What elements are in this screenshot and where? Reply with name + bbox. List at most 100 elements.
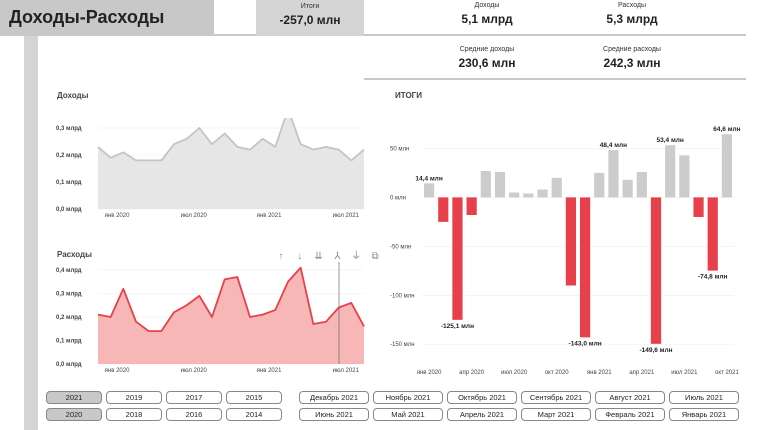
income-x-tick-label: янв 2021 — [257, 213, 282, 219]
kpi-expense-value: 5,3 млрд — [606, 12, 658, 26]
totals-x-tick-label: окт 2020 — [545, 370, 569, 376]
kpi-income-card: Доходы 5,1 млрд — [422, 2, 552, 26]
year-option-2020[interactable]: 2020 — [46, 408, 102, 421]
expense-y-tick-label: 0,3 млрд — [56, 292, 82, 298]
year-option-2015[interactable]: 2015 — [226, 391, 282, 404]
totals-y-tick-label: -50 млн — [390, 244, 411, 250]
kpi-income-label: Доходы — [474, 2, 500, 9]
totals-chart-title: ИТОГИ — [395, 91, 422, 100]
totals-x-tick-label: апр 2021 — [629, 370, 655, 376]
totals-data-label: 14,4 млн — [415, 175, 442, 182]
totals-data-label: 53,4 млн — [657, 137, 684, 144]
totals-bar — [466, 197, 477, 216]
totals-bar-chart[interactable]: -150 млн -100 млн -50 млн 0 млн 50 млн 14,4 м… — [386, 118, 746, 380]
month-option[interactable]: Июль 2021 — [669, 391, 739, 404]
expense-x-tick-label: июл 2020 — [181, 368, 208, 374]
month-option[interactable]: Декабрь 2021 — [299, 391, 369, 404]
expense-x-tick-label: янв 2021 — [257, 368, 282, 374]
expense-y-tick-label: 0,4 млрд — [56, 268, 82, 274]
totals-data-label: 48,4 млн — [600, 142, 627, 149]
totals-bar — [452, 197, 463, 320]
month-option[interactable]: Март 2021 — [521, 408, 591, 421]
totals-bar — [509, 192, 520, 198]
income-chart-title: Доходы — [57, 91, 89, 100]
expense-y-tick-label: 0,0 млрд — [56, 362, 82, 368]
income-series-line — [97, 118, 365, 162]
kpi-avg-income-card: Средние доходы 230,6 млн — [422, 46, 552, 70]
totals-bar — [551, 177, 562, 198]
page-title: Доходы-Расходы — [9, 7, 165, 27]
kpi-avg-income-value: 230,6 млн — [458, 56, 516, 70]
year-option-2016[interactable]: 2016 — [166, 408, 222, 421]
expense-area-fill — [98, 267, 364, 364]
year-option-2021[interactable]: 2021 — [46, 391, 102, 404]
expense-y-tick-label: 0,2 млрд — [56, 315, 82, 321]
month-option[interactable]: Сентябрь 2021 — [521, 391, 591, 404]
income-area-chart[interactable]: 0,0 млрд 0,1 млрд 0,2 млрд 0,3 млрд янв 2020… — [50, 118, 370, 224]
totals-y-tick-label: 0 млн — [390, 195, 406, 201]
month-option[interactable]: Май 2021 — [373, 408, 443, 421]
month-option[interactable]: Август 2021 — [595, 391, 665, 404]
month-option[interactable]: Январь 2021 — [669, 408, 739, 421]
totals-bar — [480, 170, 491, 198]
totals-x-tick-label: окт 2021 — [715, 370, 739, 376]
expand-hierarchy-icon[interactable]: ⅄ — [334, 251, 341, 262]
kpi-total-card: Итоги -257,0 млн — [256, 0, 364, 36]
kpi-total-label: Итоги — [300, 3, 320, 10]
year-option-2017[interactable]: 2017 — [166, 391, 222, 404]
totals-bar — [636, 171, 647, 198]
month-option[interactable]: Июнь 2021 — [299, 408, 369, 421]
kpi-average-row: Средние доходы 230,6 млн Средние расходы… — [364, 42, 746, 80]
income-area-fill — [98, 118, 364, 209]
month-option[interactable]: Ноябрь 2021 — [373, 391, 443, 404]
income-x-tick-label: июл 2020 — [181, 213, 208, 219]
expense-y-tick-label: 0,1 млрд — [56, 339, 82, 345]
totals-bar — [707, 197, 718, 271]
totals-bar — [494, 171, 506, 198]
totals-y-tick-label: -150 млн — [390, 342, 415, 348]
totals-bar — [608, 150, 619, 198]
kpi-avg-income-label: Средние доходы — [459, 46, 515, 53]
month-option[interactable]: Октябрь 2021 — [447, 391, 517, 404]
year-option-2019[interactable]: 2019 — [106, 391, 162, 404]
page-title-box: Доходы-Расходы — [0, 0, 214, 36]
totals-bar — [693, 197, 704, 217]
expense-x-tick-label: янв 2020 — [105, 368, 130, 374]
kpi-expense-card: Расходы 5,3 млрд — [567, 2, 697, 26]
income-x-tick-label: янв 2020 — [105, 213, 130, 219]
income-y-tick-label: 0,3 млрд — [56, 126, 82, 132]
totals-bar — [537, 189, 548, 198]
kpi-income-value: 5,1 млрд — [461, 12, 513, 26]
focus-mode-icon[interactable]: ⧉ — [371, 251, 379, 262]
totals-bar — [579, 197, 591, 338]
month-option[interactable]: Апрель 2021 — [447, 408, 517, 421]
year-option-2018[interactable]: 2018 — [106, 408, 162, 421]
expense-x-tick-label: июл 2021 — [333, 368, 360, 374]
totals-data-label: -143,0 млн — [569, 340, 602, 347]
totals-bar — [594, 172, 605, 198]
month-option[interactable]: Февраль 2021 — [595, 408, 665, 421]
kpi-avg-expense-card: Средние расходы 242,3 млн — [567, 46, 697, 70]
totals-x-tick-label: июл 2021 — [671, 370, 698, 376]
income-x-tick-label: июл 2021 — [333, 213, 360, 219]
totals-data-label: -74,8 млн — [698, 274, 728, 281]
totals-bar — [650, 197, 662, 344]
kpi-total-value: -257,0 млн — [279, 13, 341, 27]
filter-icon[interactable]: ⏚ — [351, 251, 362, 262]
arrow-down-icon[interactable]: ↓ — [297, 251, 303, 262]
year-option-2014[interactable]: 2014 — [226, 408, 282, 421]
arrow-up-icon[interactable]: ↑ — [278, 251, 284, 262]
totals-bar — [665, 145, 676, 198]
double-arrow-down-icon[interactable]: ⇊ — [314, 251, 323, 262]
kpi-avg-expense-value: 242,3 млн — [603, 56, 661, 70]
totals-bar — [679, 155, 690, 198]
expense-area-chart[interactable]: 0,0 млрд 0,1 млрд 0,2 млрд 0,3 млрд 0,4 млрд… — [50, 262, 370, 376]
kpi-top-row: Доходы 5,1 млрд Расходы 5,3 млрд — [364, 0, 746, 36]
totals-bar — [523, 193, 534, 198]
totals-x-tick-label: июл 2020 — [501, 370, 528, 376]
totals-data-label: -125,1 млн — [441, 323, 474, 330]
totals-data-label: 64,6 млн — [713, 126, 740, 133]
totals-bar — [423, 183, 435, 198]
totals-x-tick-label: янв 2021 — [587, 370, 612, 376]
